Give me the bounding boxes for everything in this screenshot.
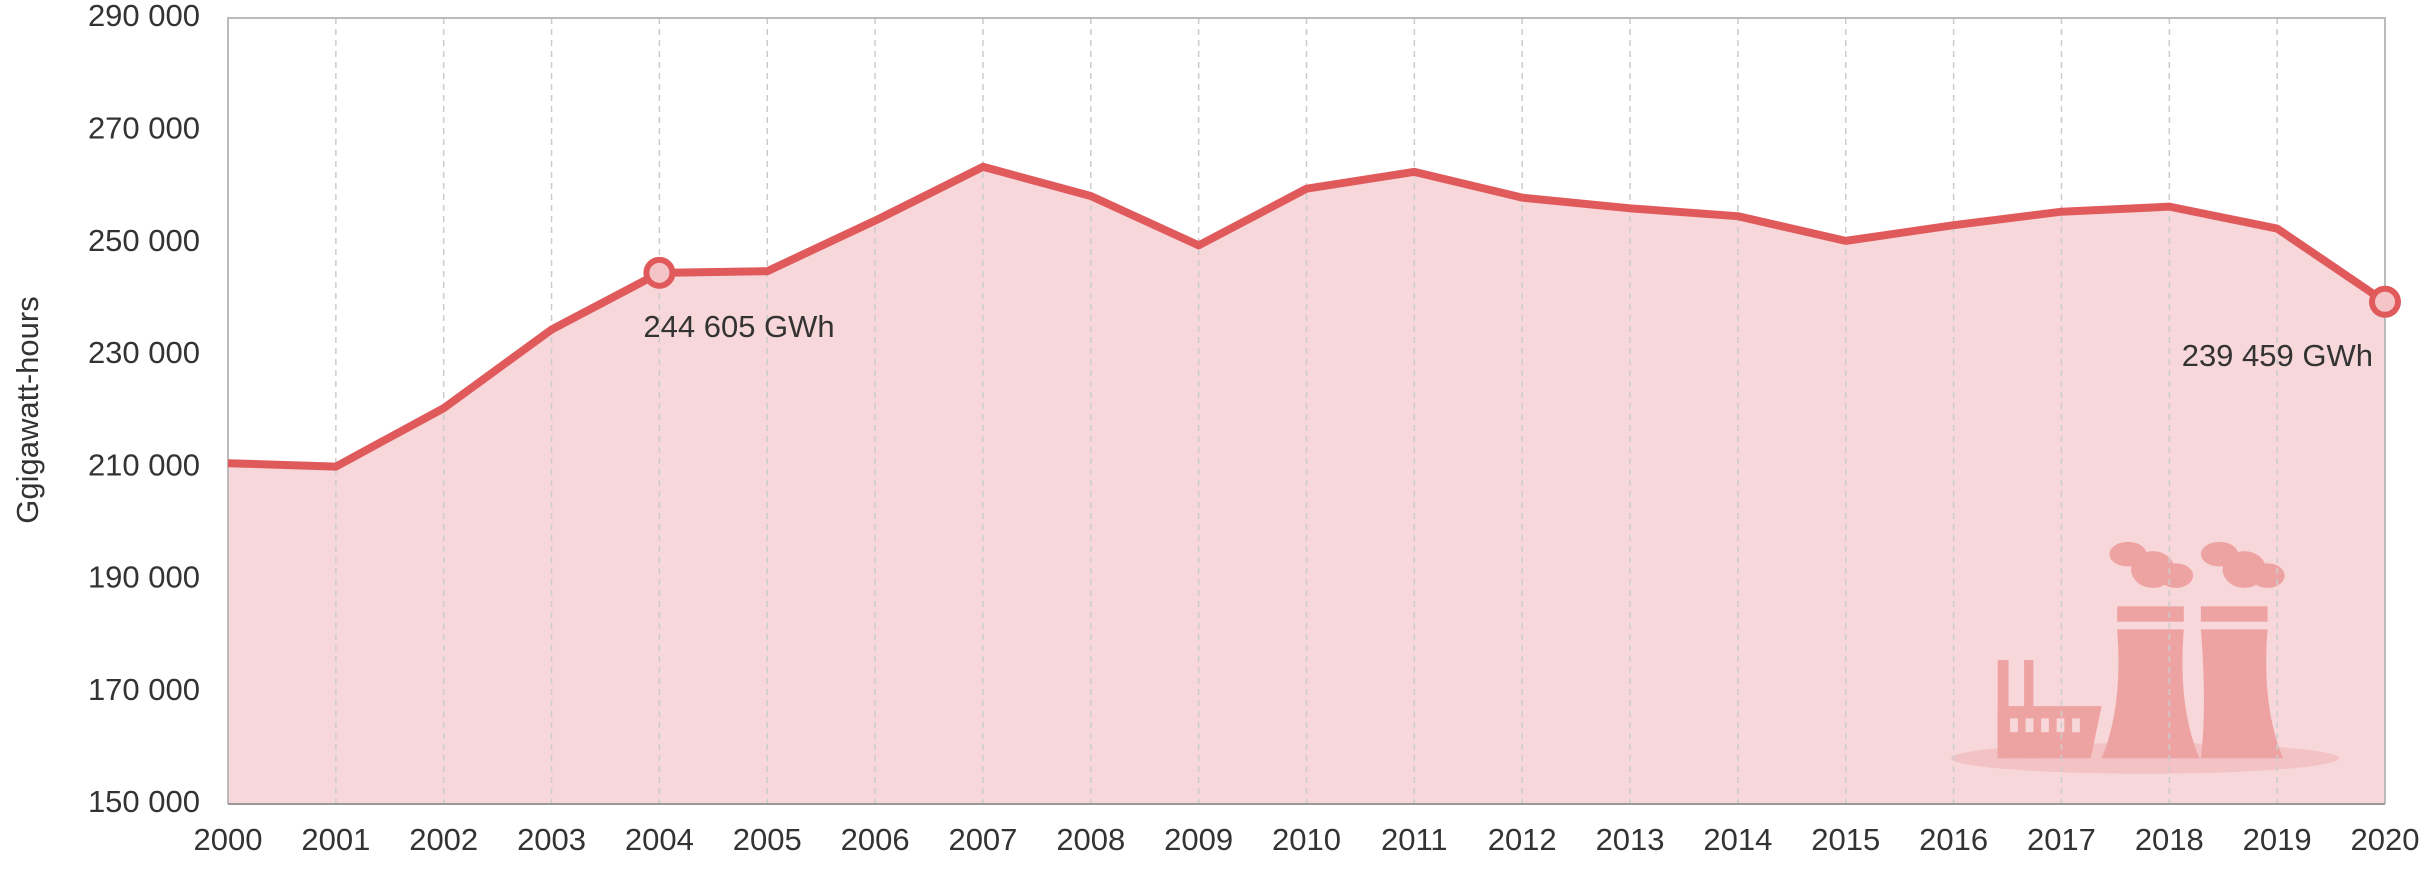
x-tick-label: 2008 (1056, 822, 1125, 857)
y-tick-label: 210 000 (88, 447, 200, 482)
x-tick-label: 2016 (1919, 822, 1988, 857)
data-label: 239 459 GWh (2182, 338, 2373, 373)
y-tick-label: 290 000 (88, 0, 200, 33)
x-tick-label: 2019 (2243, 822, 2312, 857)
y-tick-label: 150 000 (88, 784, 200, 819)
x-tick-label: 2006 (841, 822, 910, 857)
factory-icon (1951, 541, 2339, 774)
x-tick-label: 2017 (2027, 822, 2096, 857)
x-tick-label: 2009 (1164, 822, 1233, 857)
x-tick-label: 2010 (1272, 822, 1341, 857)
x-tick-label: 2001 (301, 822, 370, 857)
point-marker (2369, 285, 2401, 318)
y-tick-label: 230 000 (88, 335, 200, 370)
x-tick-label: 2012 (1488, 822, 1557, 857)
line (227, 162, 2388, 471)
x-tick-label: 2018 (2135, 822, 2204, 857)
x-tick-label: 2015 (1811, 822, 1880, 857)
x-tick-label: 2002 (409, 822, 478, 857)
x-tick-label: 2014 (1703, 822, 1772, 857)
x-tick-label: 2000 (194, 822, 263, 857)
y-tick-label: 190 000 (88, 560, 200, 595)
point-marker (643, 256, 676, 289)
x-tick-label: 2013 (1596, 822, 1665, 857)
x-tick-label: 2011 (1381, 822, 1448, 857)
x-tick-label: 2004 (625, 822, 694, 857)
y-tick-label: 170 000 (88, 672, 200, 707)
x-tick-label: 2003 (517, 822, 586, 857)
y-tick-label: 270 000 (88, 110, 200, 145)
y-tick-label: 250 000 (88, 223, 200, 258)
x-tick-label: 2007 (948, 822, 1017, 857)
y-axis-label: Ggigawatt-hours (10, 296, 45, 523)
x-tick-label: 2020 (2351, 822, 2420, 857)
x-tick-label: 2005 (733, 822, 802, 857)
plot-frame (227, 17, 2386, 804)
data-label: 244 605 GWh (643, 309, 834, 344)
